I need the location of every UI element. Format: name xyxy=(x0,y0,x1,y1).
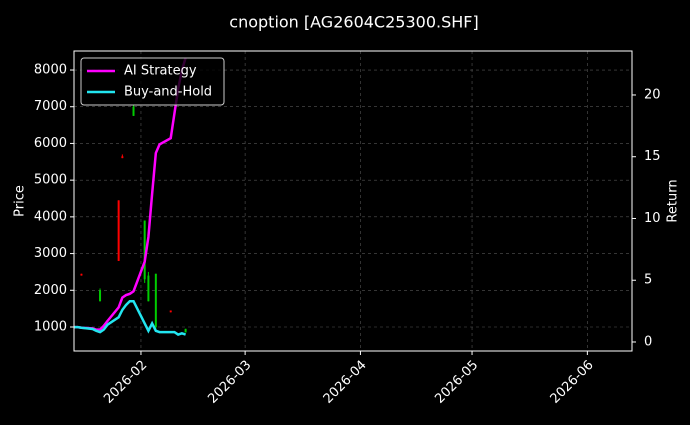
legend-label: AI Strategy xyxy=(124,64,197,79)
y2-tick-label: 5 xyxy=(644,273,652,288)
y2-axis-label: Return xyxy=(666,179,681,222)
y-tick-label: 3000 xyxy=(34,246,67,261)
candle-body xyxy=(143,220,146,280)
candle-body xyxy=(154,273,157,327)
candle-body xyxy=(80,273,83,276)
candle-body xyxy=(184,328,187,333)
y-tick-label: 1000 xyxy=(34,319,67,334)
y2-tick-label: 20 xyxy=(644,87,661,102)
y-tick-label: 5000 xyxy=(34,173,67,188)
legend-box xyxy=(80,57,225,106)
legend-label: Buy-and-Hold xyxy=(124,85,212,100)
candle-body xyxy=(99,290,102,302)
chart-title: cnoption [AG2604C25300.SHF] xyxy=(229,13,478,32)
y-tick-label: 6000 xyxy=(34,136,67,151)
y-tick-label: 8000 xyxy=(34,63,67,78)
candle-body xyxy=(147,275,150,302)
y2-tick-label: 0 xyxy=(644,334,652,349)
y-tick-label: 2000 xyxy=(34,283,67,298)
candle-body xyxy=(169,310,172,313)
y2-tick-label: 10 xyxy=(644,211,661,226)
y-tick-label: 7000 xyxy=(34,99,67,114)
candle-body xyxy=(117,200,120,261)
y-tick-label: 4000 xyxy=(34,209,67,224)
y2-tick-label: 15 xyxy=(644,149,661,164)
plot-area xyxy=(74,57,187,336)
plot-frame xyxy=(73,50,633,352)
y-axis-label: Price xyxy=(13,185,28,217)
candle-body xyxy=(121,156,124,159)
return-line xyxy=(74,299,186,336)
candle-body xyxy=(132,106,135,116)
